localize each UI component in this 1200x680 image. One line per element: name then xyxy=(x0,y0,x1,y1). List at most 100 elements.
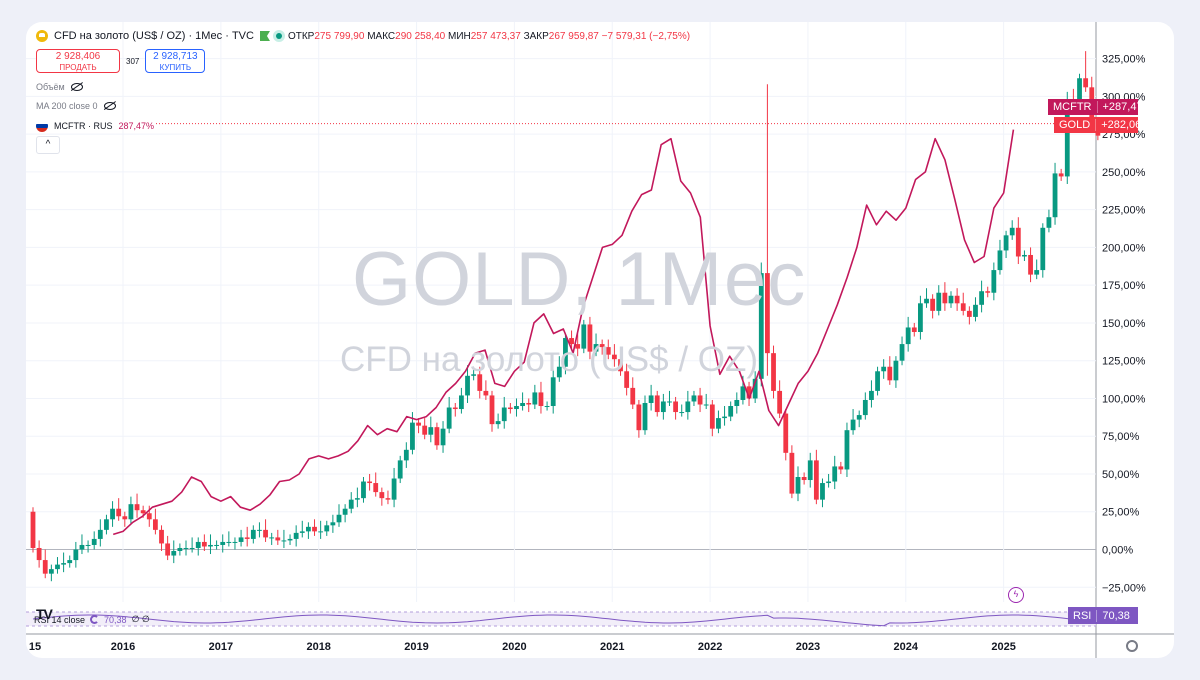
candle-body xyxy=(97,529,103,539)
candle-body xyxy=(875,371,880,391)
candle-body xyxy=(36,547,42,561)
chart-card: 325,00% 300,00% 275,00% 250,00% 225,00% 200,0… xyxy=(26,22,1174,658)
candle-body xyxy=(795,477,801,494)
x-tick-label: 2019 xyxy=(404,641,428,653)
candle-body xyxy=(789,452,795,494)
candle-body xyxy=(942,292,948,304)
symbol-title[interactable]: CFD на золото (US$ / OZ) · 1Мес · TVC xyxy=(54,30,254,42)
y-tick-label: 75,00% xyxy=(1102,431,1140,443)
candle-body xyxy=(599,344,605,348)
candle-body xyxy=(208,544,213,547)
candle-body xyxy=(654,395,660,413)
eye-hidden-icon[interactable] xyxy=(70,83,83,91)
candle-body xyxy=(116,508,122,517)
legend-volume[interactable]: Объём xyxy=(36,82,83,92)
candle-body xyxy=(899,344,905,361)
candle-body xyxy=(636,404,642,431)
candle-body xyxy=(397,460,403,479)
y-tick-label: 225,00% xyxy=(1102,205,1146,217)
sell-button[interactable]: 2 928,406 ПРОДАТЬ xyxy=(36,49,120,73)
lightning-icon[interactable]: ϟ xyxy=(1008,587,1024,603)
x-tick-label: 2021 xyxy=(600,641,624,653)
candle-body xyxy=(428,427,434,435)
candle-body xyxy=(813,460,819,500)
candle-body xyxy=(336,514,342,523)
legend-compare[interactable]: MCFTR · RUS 287,47% xyxy=(36,120,154,132)
candle-body xyxy=(507,407,513,410)
candle-body xyxy=(263,529,268,538)
watermark-symbol: GOLD, 1Мес xyxy=(352,237,807,322)
candle-body xyxy=(275,537,281,541)
candle-body xyxy=(881,366,887,372)
x-tick-label: 2023 xyxy=(796,641,820,653)
candle-body xyxy=(856,415,862,420)
candle-body xyxy=(403,449,409,461)
candle-body xyxy=(446,407,452,429)
rsi-legend[interactable]: RSI 14 close 70,38 ∅ ∅ xyxy=(34,614,150,625)
candle-body xyxy=(1009,227,1015,236)
candle-body xyxy=(471,374,477,376)
candle-body xyxy=(593,344,599,352)
settings-icon[interactable] xyxy=(1126,640,1138,652)
candle-body xyxy=(110,508,115,520)
candle-body xyxy=(299,531,305,533)
eye-hidden-icon[interactable] xyxy=(103,102,116,110)
candle-body xyxy=(777,390,783,414)
candle-body xyxy=(563,338,568,367)
candle-body xyxy=(30,511,36,548)
candle-body xyxy=(556,366,562,378)
candle-body xyxy=(838,466,844,470)
rsi-value-tag: RSI 70,38 xyxy=(1068,607,1138,624)
candle-body xyxy=(538,392,544,407)
candle-body xyxy=(1064,99,1070,177)
candle-body xyxy=(312,526,317,532)
russia-flag-icon xyxy=(36,120,48,132)
candle-body xyxy=(734,399,740,407)
candle-body xyxy=(220,541,226,545)
candle-body xyxy=(514,406,519,410)
y-tick-label: 150,00% xyxy=(1102,318,1146,330)
gold-price-tag: GOLD +282,06% xyxy=(1054,117,1151,133)
candle-body xyxy=(373,483,379,493)
candle-body xyxy=(489,395,495,425)
candle-body xyxy=(501,407,507,422)
flag-icon[interactable] xyxy=(259,31,270,41)
buy-button[interactable]: 2 928,713 КУПИТЬ xyxy=(145,49,206,73)
candle-body xyxy=(905,327,911,345)
candle-body xyxy=(140,510,146,514)
legend-ma[interactable]: MA 200 close 0 xyxy=(36,101,116,111)
candle-body xyxy=(324,525,330,532)
candle-body xyxy=(954,295,960,304)
y-tick-label: 175,00% xyxy=(1102,280,1146,292)
y-tick-label: 125,00% xyxy=(1102,356,1146,368)
price-chart[interactable]: 325,00%300,00%275,00%250,00%225,00%200,0… xyxy=(26,22,1174,658)
candle-body xyxy=(177,547,183,552)
candle-body xyxy=(722,416,727,419)
y-tick-label: 50,00% xyxy=(1102,469,1140,481)
collapse-legend-button[interactable]: ^ xyxy=(36,136,60,154)
candle-body xyxy=(61,563,66,565)
watermark-description: CFD на золото (US$ / OZ) xyxy=(340,340,759,379)
candle-body xyxy=(250,529,256,539)
y-tick-label: 250,00% xyxy=(1102,167,1146,179)
candle-body xyxy=(679,412,685,414)
candle-body xyxy=(226,541,232,543)
candle-body xyxy=(367,481,372,484)
candle-body xyxy=(820,483,825,500)
candle-body xyxy=(281,540,287,542)
candle-body xyxy=(1077,78,1082,101)
candle-body xyxy=(465,375,470,396)
candle-body xyxy=(765,273,770,354)
candle-body xyxy=(985,291,991,293)
candle-body xyxy=(379,492,385,499)
candle-body xyxy=(1015,227,1021,257)
candle-body xyxy=(416,422,421,426)
candle-body xyxy=(740,386,746,400)
candle-body xyxy=(422,425,428,435)
candle-body xyxy=(306,526,311,532)
candle-body xyxy=(287,538,293,541)
candle-body xyxy=(434,427,440,446)
candle-body xyxy=(624,371,630,388)
candle-body xyxy=(1052,173,1058,218)
candle-body xyxy=(391,478,397,500)
